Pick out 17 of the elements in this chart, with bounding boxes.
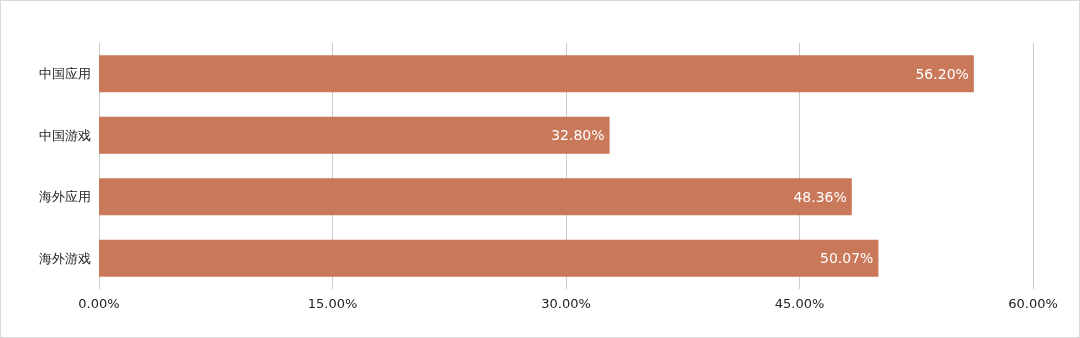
y-tick-label: 海外应用 (39, 189, 91, 205)
data-label: 32.80% (551, 127, 605, 144)
data-label: 56.20% (915, 65, 969, 82)
x-tick-label: 45.00% (774, 296, 825, 311)
y-tick-label: 中国游戏 (39, 127, 91, 143)
bar (99, 116, 610, 154)
bar (99, 178, 852, 216)
bar (99, 239, 879, 277)
data-label: 48.36% (793, 188, 847, 205)
bar (99, 55, 974, 93)
y-tick-label: 中国应用 (39, 66, 91, 82)
x-tick-label: 0.00% (78, 296, 120, 311)
data-label: 50.07% (820, 250, 874, 267)
x-tick-label: 30.00% (541, 296, 591, 311)
x-tick-label: 15.00% (307, 296, 358, 311)
x-tick-label: 60.00% (1008, 296, 1058, 311)
y-tick-label: 海外游戏 (39, 250, 91, 266)
